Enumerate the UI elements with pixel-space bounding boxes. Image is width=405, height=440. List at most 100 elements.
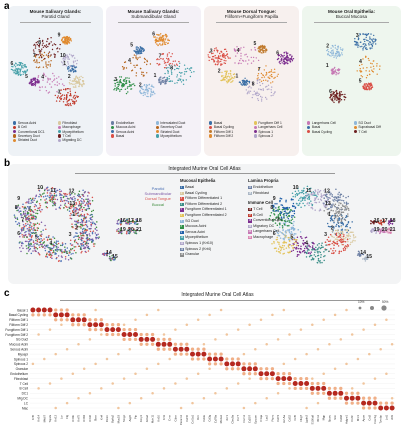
umap-point (288, 224, 290, 227)
umap-point (292, 215, 295, 217)
umap-point (26, 240, 28, 243)
umap-point (301, 189, 303, 192)
umap-point (24, 223, 27, 225)
umap-point (139, 89, 141, 92)
dot (287, 376, 292, 382)
umap-point (272, 218, 274, 221)
umap-point (48, 250, 51, 253)
umap-point (66, 39, 69, 41)
umap-point (388, 221, 391, 224)
dot (276, 392, 280, 395)
umap-point (288, 231, 291, 234)
dot (236, 357, 240, 361)
umap-point (227, 57, 230, 59)
umap-point (22, 227, 25, 229)
umap-point (279, 246, 282, 248)
cluster-label: 3 (114, 77, 117, 83)
umap-point (29, 247, 32, 250)
umap-point (60, 199, 63, 201)
umap-point (209, 56, 211, 59)
umap-point (176, 76, 178, 78)
umap-point (83, 224, 85, 227)
umap-point (72, 100, 74, 103)
gene-label: Ccr7 (236, 414, 240, 420)
umap-point (74, 207, 77, 209)
dot (94, 362, 97, 366)
umap-point (43, 72, 45, 74)
umap-point (300, 245, 302, 247)
umap-point (165, 61, 167, 64)
umap-point (329, 217, 332, 220)
umap-point (274, 222, 277, 224)
umap-point (287, 56, 289, 58)
umap-point (51, 194, 54, 197)
umap-point (78, 190, 81, 192)
umap-point (168, 39, 170, 42)
umap-point (349, 227, 351, 229)
gene-label: Krt14 (37, 414, 41, 421)
umap-point (117, 230, 120, 232)
umap-point (236, 52, 239, 54)
umap-point (45, 253, 48, 256)
legend-label: Myoepithelium (160, 133, 182, 138)
legend-swatch (209, 121, 213, 125)
umap-point (84, 241, 86, 243)
umap-point (336, 242, 339, 245)
umap-point (367, 57, 370, 60)
umap-point (341, 208, 344, 210)
umap-point (34, 47, 37, 49)
umap-point (85, 243, 87, 245)
umap-point (41, 245, 43, 247)
umap-point (245, 53, 247, 55)
umap-point (332, 199, 334, 201)
umap-point (153, 86, 155, 88)
umap-point (299, 231, 302, 233)
umap-point (27, 230, 30, 232)
umap-point (48, 42, 51, 45)
legend-label: Spinous 1 (258, 129, 274, 134)
umap-point (368, 70, 371, 72)
umap-point (337, 69, 339, 71)
umap-point (25, 208, 27, 210)
umap-point (281, 224, 284, 227)
legend-item: Intercalated Duct (155, 121, 199, 125)
umap-point (336, 218, 339, 220)
umap-point (50, 54, 52, 56)
umap-point (39, 44, 41, 46)
umap-point (260, 72, 263, 75)
legend-label: Basal Cycling (311, 129, 332, 134)
umap-point (53, 241, 56, 244)
cluster-label: 19 (120, 227, 126, 233)
umap-point (179, 79, 181, 81)
umap-point (57, 246, 59, 249)
umap-point (285, 214, 288, 217)
gene-label: Cdh5 (185, 414, 189, 421)
dot (65, 347, 69, 351)
umap-point (260, 47, 262, 49)
umap-point (67, 201, 70, 203)
umap-point (223, 56, 226, 58)
dot (247, 366, 253, 372)
dot (76, 323, 81, 327)
legend-label: Mucous Acini (115, 125, 136, 130)
umap-point (364, 40, 366, 43)
umap-point (305, 256, 308, 258)
umap-point (146, 72, 148, 74)
umap-point (266, 88, 268, 91)
umap-point (165, 33, 167, 36)
umap-point (366, 39, 368, 41)
dot (104, 327, 110, 333)
umap-point (90, 221, 92, 224)
umap-point (302, 239, 305, 242)
umap-point (336, 49, 339, 51)
umap-point (59, 200, 62, 202)
umap-point (50, 86, 53, 88)
legend-label: Basal (185, 185, 195, 189)
umap-point (57, 248, 60, 251)
umap-point (87, 238, 89, 241)
umap-point (359, 46, 361, 48)
umap-point (36, 43, 38, 46)
umap-point (336, 241, 338, 243)
umap-point (87, 250, 90, 252)
umap-point (65, 104, 67, 106)
